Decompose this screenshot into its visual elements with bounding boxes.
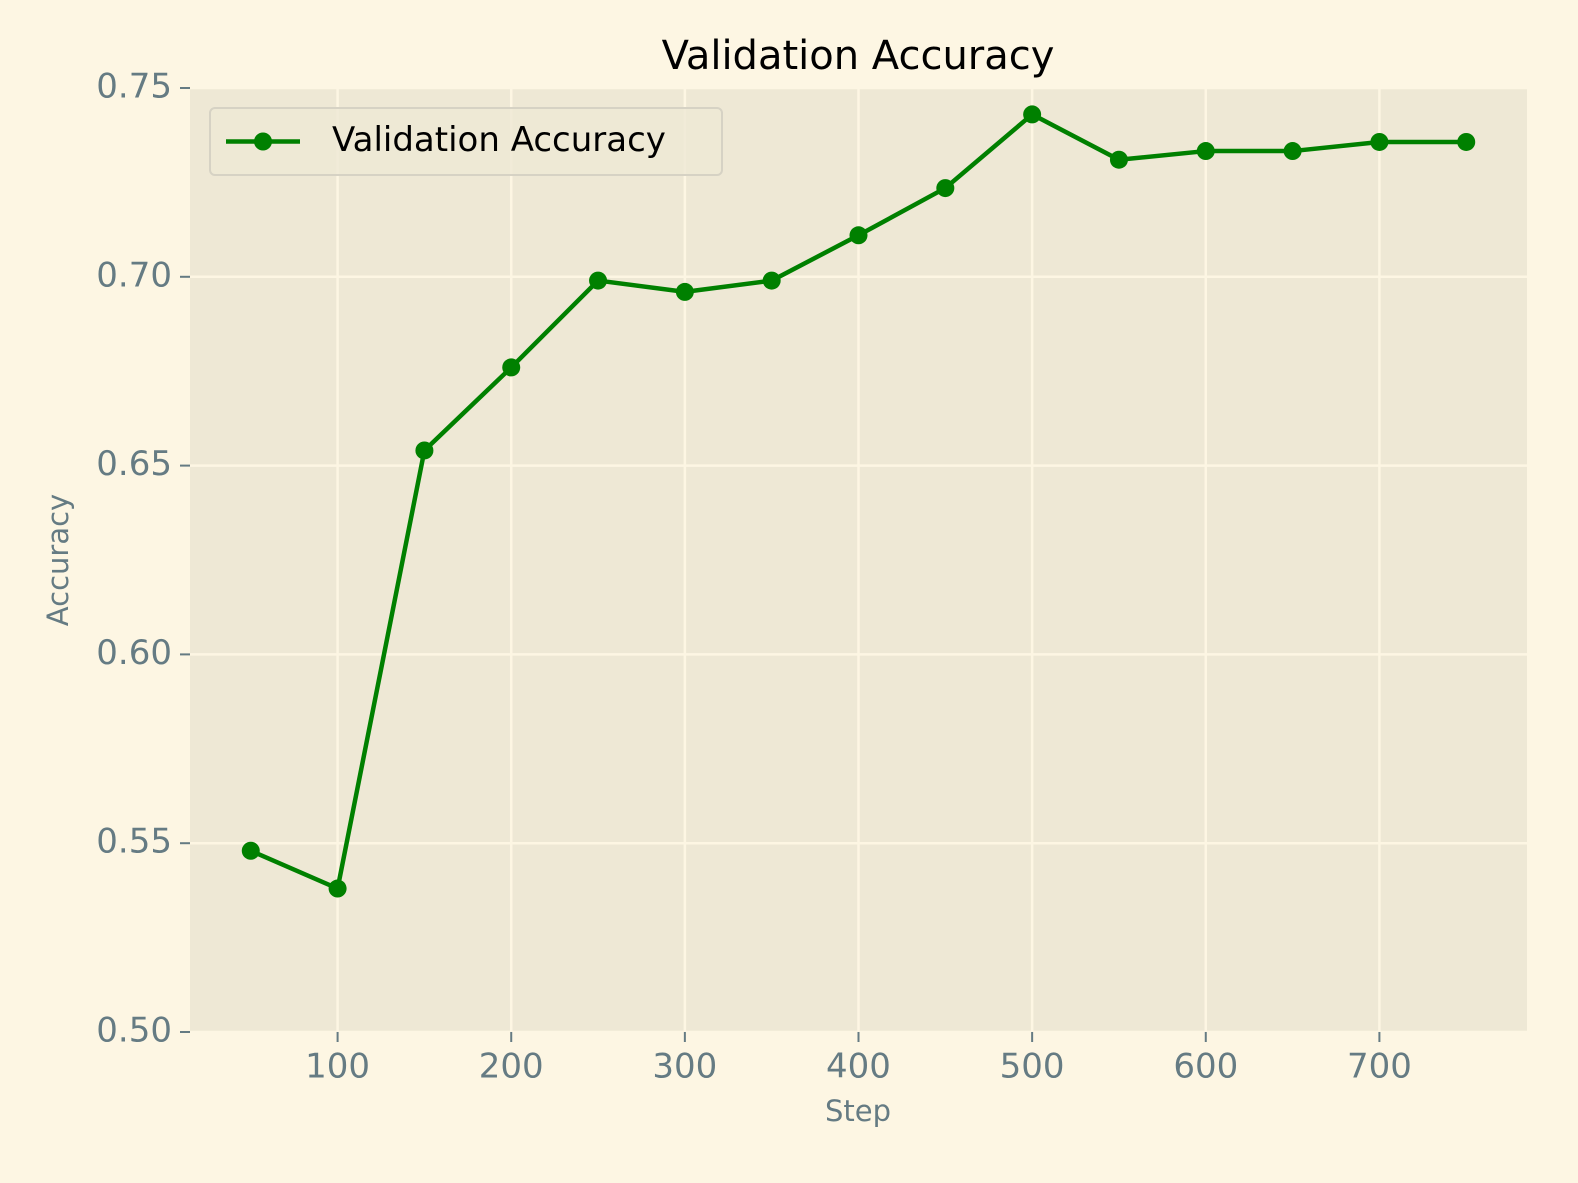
data-point [1196, 142, 1215, 161]
y-tick-label: 0.65 [96, 444, 172, 484]
y-axis-label: Accuracy [41, 494, 75, 626]
x-tick-label: 500 [1000, 1047, 1065, 1087]
x-tick-label: 200 [479, 1047, 544, 1087]
x-tick-label: 600 [1173, 1047, 1238, 1087]
data-point [502, 358, 521, 377]
x-tick-label: 100 [305, 1047, 370, 1087]
data-point [328, 879, 347, 898]
data-point [675, 282, 694, 301]
x-axis-label: Step [825, 1094, 891, 1128]
legend-marker [254, 132, 272, 151]
data-point [241, 841, 260, 860]
data-point [1370, 132, 1389, 151]
data-point [936, 179, 955, 198]
data-point [762, 271, 781, 290]
y-tick-label: 0.55 [96, 822, 172, 862]
data-point [1457, 132, 1476, 151]
y-tick-label: 0.50 [96, 1011, 172, 1051]
x-tick-label: 400 [826, 1047, 891, 1087]
data-point [849, 226, 868, 245]
data-point [1023, 105, 1042, 124]
legend-label: Validation Accuracy [332, 120, 666, 160]
y-tick-label: 0.75 [96, 67, 172, 107]
y-tick-label: 0.60 [96, 633, 172, 673]
x-tick-label: 300 [652, 1047, 717, 1087]
data-point [1283, 142, 1302, 161]
legend-box [209, 107, 723, 176]
data-point [589, 271, 608, 290]
data-point [1109, 150, 1128, 169]
y-tick-label: 0.70 [96, 255, 172, 295]
chart-title: Validation Accuracy [662, 33, 1055, 79]
data-point [415, 441, 434, 460]
x-tick-label: 700 [1347, 1047, 1412, 1087]
